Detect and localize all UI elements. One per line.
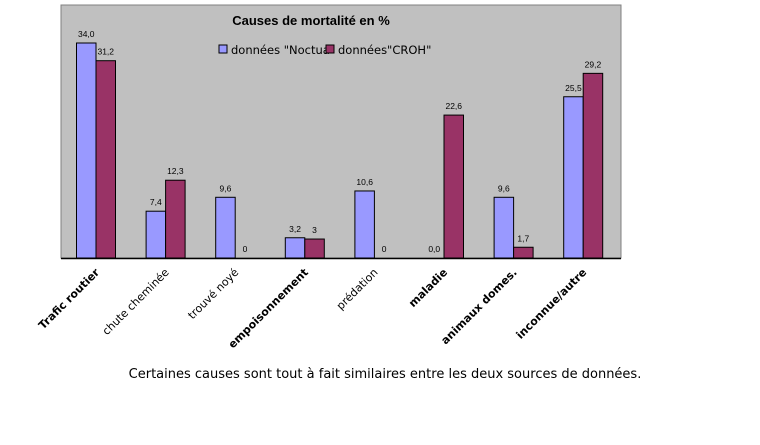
x-tick-label: inconnue/autre: [514, 266, 590, 342]
legend: données "Noctua" données"CROH": [218, 43, 431, 57]
bar-noctua: [563, 96, 584, 259]
data-label: 0: [243, 244, 248, 254]
x-tick-label: Trafic routier: [36, 266, 102, 332]
legend-swatch-croh: [325, 44, 335, 54]
bar-noctua: [354, 190, 375, 259]
x-tick-label: trouvé noyé: [185, 266, 241, 322]
chart-caption: Certaines causes sont tout à fait simila…: [128, 367, 642, 382]
x-tick-label: empoisonnement: [226, 266, 311, 351]
data-label: 25,5: [565, 83, 582, 93]
bar-noctua: [215, 196, 236, 259]
data-label: 7,4: [150, 197, 162, 207]
data-label: 1,7: [517, 233, 529, 243]
bar-croh: [513, 246, 534, 259]
x-tick-label: animaux domes.: [439, 266, 520, 347]
data-label: 34,0: [78, 29, 95, 39]
bar-croh: [165, 179, 186, 259]
bar-croh: [304, 238, 325, 259]
x-tick-label: maladie: [406, 266, 450, 310]
x-tick-label: chute cheminée: [100, 266, 172, 338]
bar-chart: Causes de mortalité en % données "Noctua…: [36, 4, 622, 351]
bar-croh: [443, 114, 464, 259]
data-label: 9,6: [498, 183, 510, 193]
data-label: 29,2: [585, 59, 602, 69]
bar-croh: [95, 60, 116, 259]
x-tick-label: prédation: [334, 266, 381, 313]
bar-croh: [582, 72, 604, 259]
legend-swatch-noctua: [218, 44, 228, 54]
data-label: 3: [312, 225, 317, 235]
data-label: 10,6: [356, 177, 373, 187]
data-label: 31,2: [97, 47, 114, 57]
data-label: 3,2: [289, 224, 301, 234]
bar-noctua: [284, 237, 306, 259]
data-label: 22,6: [445, 101, 462, 111]
bar-noctua: [76, 42, 97, 259]
chart-title: Causes de mortalité en %: [232, 13, 390, 28]
bar-noctua: [145, 210, 167, 259]
data-label: 0,0: [428, 244, 440, 254]
bar-noctua: [493, 196, 515, 259]
data-label: 0: [382, 244, 387, 254]
legend-label-noctua: données "Noctua": [231, 43, 335, 57]
data-label: 9,6: [220, 183, 232, 193]
data-label: 12,3: [167, 166, 184, 176]
legend-label-croh: données"CROH": [338, 43, 431, 57]
